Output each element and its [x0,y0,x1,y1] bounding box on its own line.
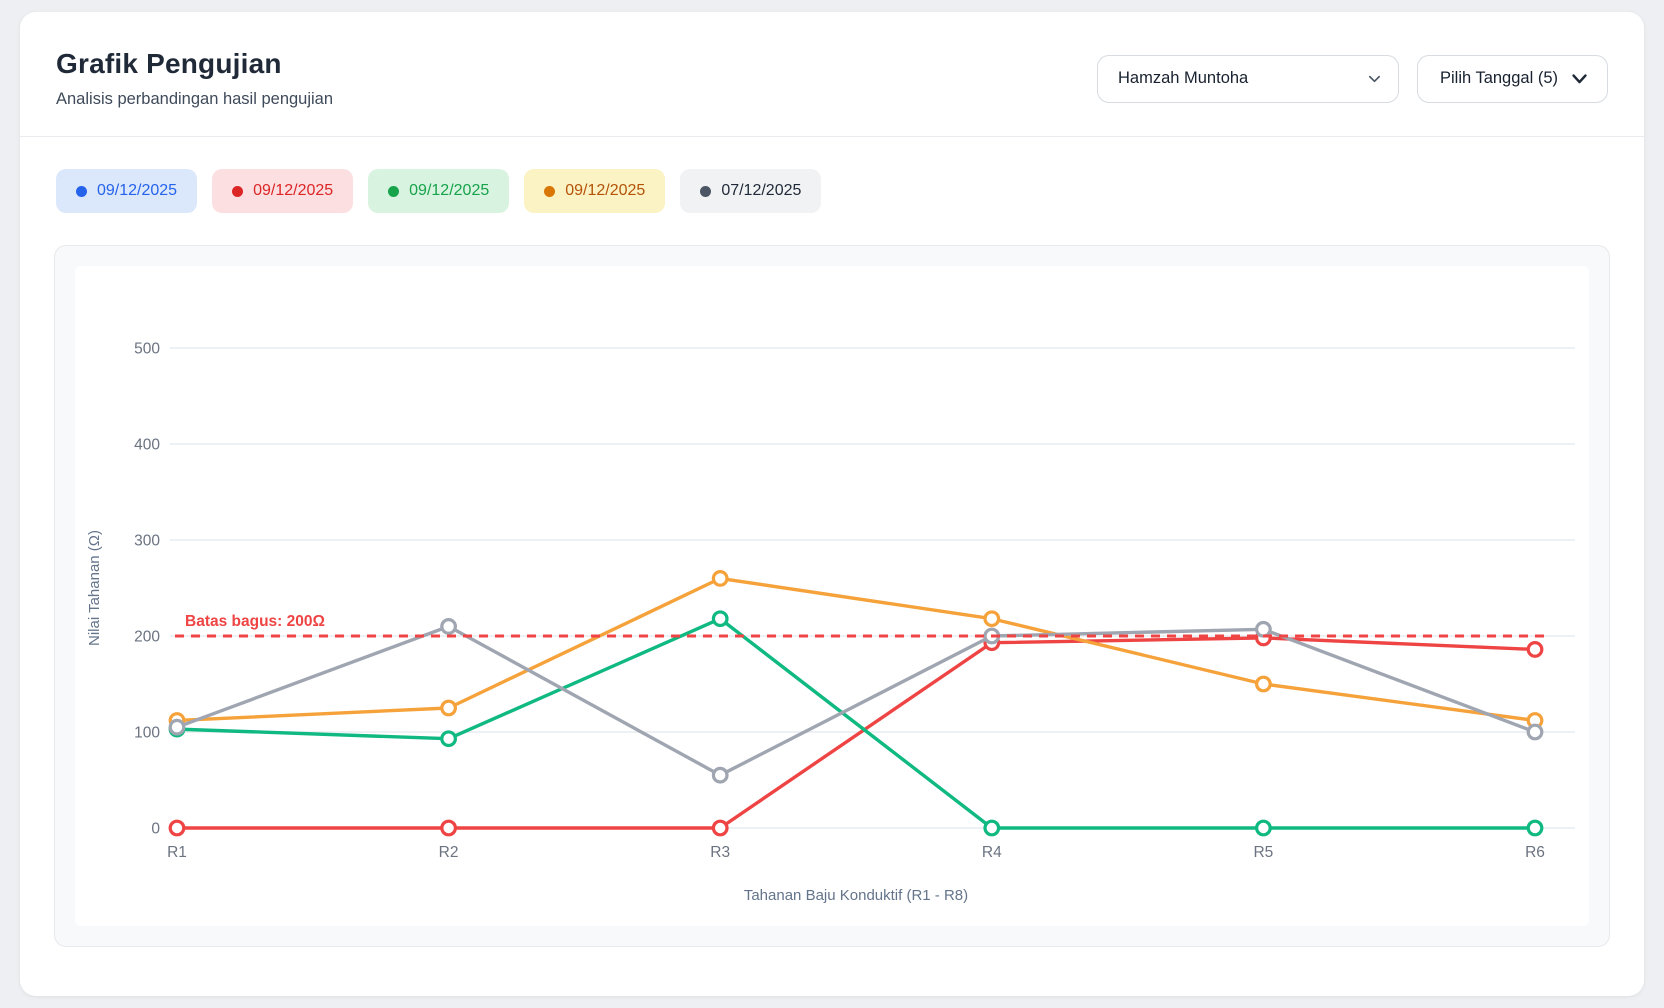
date-chip-label: 07/12/2025 [721,182,802,199]
x-tick-label: R5 [1253,844,1273,861]
legend-chip-row: 09/12/2025 09/12/2025 09/12/2025 09/12/2025… [20,137,1644,213]
y-tick-label: 300 [134,533,160,550]
chevron-down-icon [1572,74,1587,84]
threshold-label: Batas bagus: 200Ω [185,613,325,630]
chart-container: 0 100 200 300 400 500 R1 R2 R3 R4 R5 R6 Nilai Tahana… [54,245,1610,947]
data-point[interactable] [440,730,458,748]
y-axis-title: Nilai Tahanan (Ω) [86,530,103,646]
y-tick-label: 100 [134,725,160,742]
y-tick-label: 400 [134,437,160,454]
page-subtitle: Analisis perbandingan hasil pengujian [56,90,334,108]
data-point[interactable] [440,699,458,717]
data-point[interactable] [1254,819,1272,837]
grafik-pengujian-card: Grafik Pengujian Analisis perbandingan h… [20,12,1644,996]
user-select-value: Hamzah Muntoha [1117,69,1249,87]
legend-dot-icon [544,185,556,197]
date-select-label: Pilih Tanggal (5) [1439,69,1558,87]
data-point[interactable] [711,766,729,784]
date-chip-label: 09/12/2025 [253,182,334,199]
data-point[interactable] [1526,641,1544,658]
data-point[interactable] [711,570,729,587]
date-chip[interactable]: 09/12/2025 [368,169,510,213]
x-tick-label: R2 [439,844,459,861]
date-chip-label: 09/12/2025 [97,182,178,199]
date-chip[interactable]: 09/12/2025 [212,169,354,213]
page-title: Grafik Pengujian [56,48,282,79]
date-chip[interactable]: 09/12/2025 [56,169,198,213]
date-select[interactable]: Pilih Tanggal (5) [1416,54,1608,103]
header-controls: Hamzah Muntoha Pilih Tanggal (5) [1096,54,1608,103]
data-point[interactable] [711,610,729,628]
data-point[interactable] [711,819,729,837]
y-tick-label: 500 [134,341,160,358]
series-line [175,576,1537,723]
data-point[interactable] [440,618,458,635]
chart-canvas: 0 100 200 300 400 500 R1 R2 R3 R4 R5 R6 Nilai Tahana… [75,266,1589,926]
line-chart: 0 100 200 300 400 500 R1 R2 R3 R4 R5 R6 Nilai Tahana… [86,341,1575,904]
chevron-down-icon [1369,75,1380,83]
data-point[interactable] [440,819,458,837]
y-tick-label: 0 [151,821,160,838]
y-tick-label: 200 [134,629,160,646]
date-chip[interactable]: 09/12/2025 [524,169,666,213]
header-divider [20,136,1644,137]
legend-dot-icon [700,185,712,197]
x-tick-label: R6 [1525,844,1545,861]
data-point[interactable] [983,610,1001,628]
data-point[interactable] [1254,675,1272,693]
series-line [175,636,1537,830]
data-point[interactable] [1526,819,1544,837]
series-line [175,624,1537,777]
data-point[interactable] [1526,723,1544,741]
x-tick-label: R4 [982,844,1002,861]
data-point[interactable] [983,819,1001,837]
legend-dot-icon [388,185,400,197]
date-chip-label: 09/12/2025 [409,182,490,199]
x-axis-title: Tahanan Baju Konduktif (R1 - R8) [744,887,968,904]
x-tick-label: R1 [167,844,187,861]
data-point[interactable] [1254,620,1272,638]
legend-dot-icon [76,185,87,197]
legend-dot-icon [232,185,244,197]
card-header: Grafik Pengujian Analisis perbandingan h… [20,12,1644,136]
series-line [175,617,1537,830]
data-point[interactable] [168,718,186,736]
date-chip[interactable]: 07/12/2025 [680,169,822,213]
title-block: Grafik Pengujian Analisis perbandingan h… [56,48,333,109]
user-select[interactable]: Hamzah Muntoha [1096,54,1399,103]
data-point[interactable] [168,819,186,837]
x-tick-label: R3 [710,844,730,861]
date-chip-label: 09/12/2025 [565,182,646,199]
